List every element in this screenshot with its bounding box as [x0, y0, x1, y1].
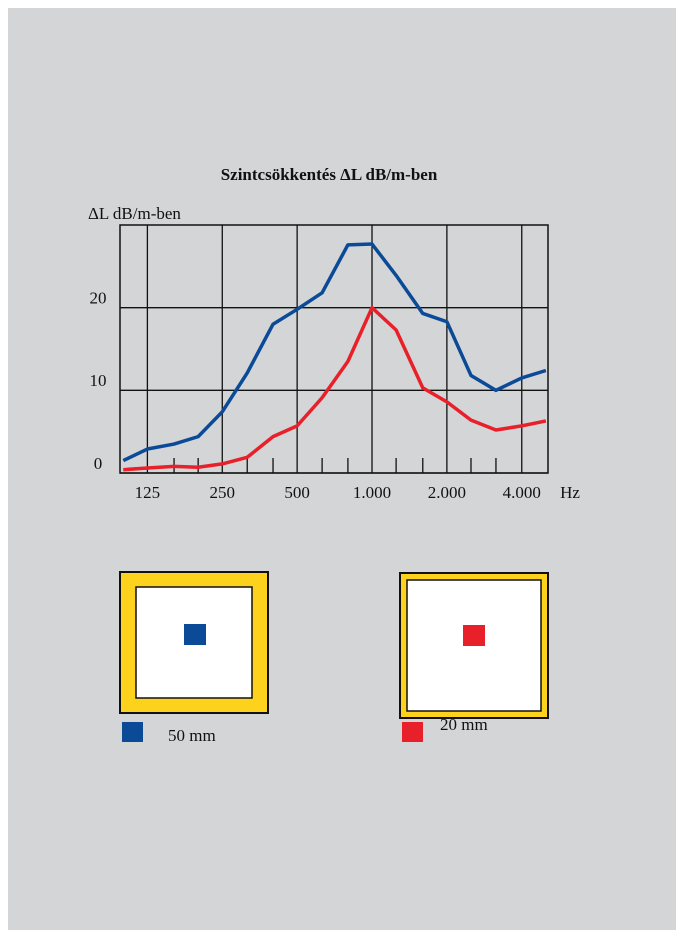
legend-box-1 — [119, 571, 269, 714]
legend-label: 20 mm — [440, 715, 488, 734]
x-tick-label: 250 — [210, 483, 236, 502]
x-axis-label: Hz — [560, 483, 580, 502]
legend-swatch — [402, 722, 423, 742]
x-tick-label: 2.000 — [428, 483, 466, 502]
legend-glyph-square — [184, 624, 206, 645]
y-tick-label: 0 — [94, 454, 103, 473]
x-tick-label: 4.000 — [503, 483, 541, 502]
y-tick-label: 20 — [90, 289, 107, 308]
y-tick-label: 10 — [90, 371, 107, 390]
background — [8, 8, 676, 930]
legend-label: 50 mm — [168, 726, 216, 745]
line-series — [123, 305, 547, 472]
legend-glyph-square — [463, 625, 485, 646]
chart-title: Szintcsökkentés ΔL dB/m-ben — [221, 165, 438, 184]
line-series — [122, 242, 547, 463]
legend-swatch — [122, 722, 143, 742]
y-axis-label: ΔL dB/m-ben — [88, 204, 181, 223]
x-tick-label: 1.000 — [353, 483, 391, 502]
x-tick-label: 125 — [135, 483, 161, 502]
x-tick-label: 500 — [284, 483, 310, 502]
